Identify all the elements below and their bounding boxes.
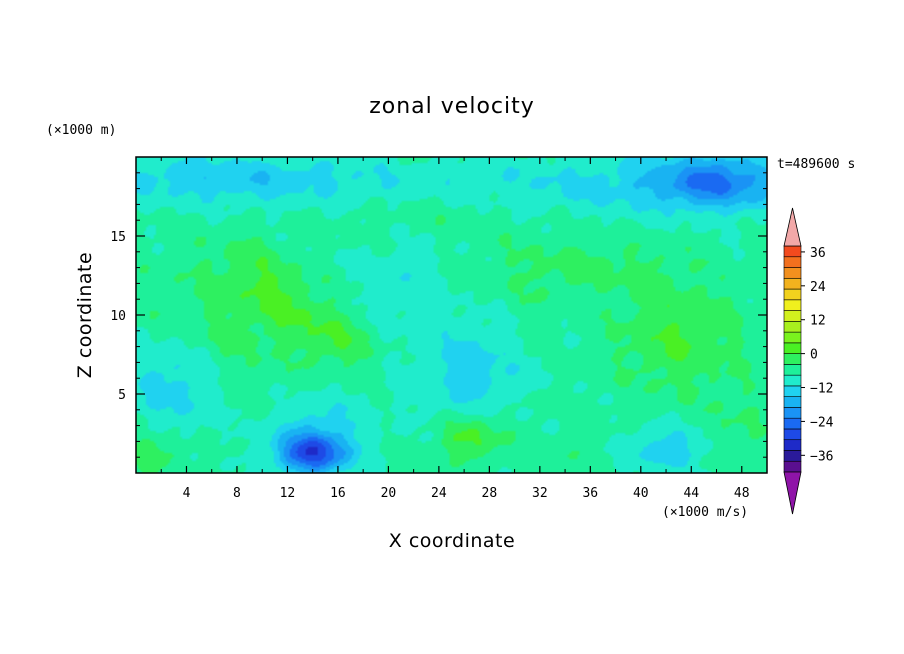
- y-tick-label: 15: [110, 230, 126, 245]
- colorbar-tick-label: 12: [810, 314, 826, 329]
- colorbar-segment: [783, 385, 802, 397]
- x-scale-note: (×1000 m/s): [662, 505, 748, 520]
- colorbar-segment: [783, 439, 802, 451]
- colorbar-segment: [783, 364, 802, 376]
- colorbar-segment: [783, 374, 802, 387]
- x-tick-label: 8: [233, 486, 241, 501]
- colorbar-segment: [783, 299, 802, 311]
- colorbar-segment: [783, 353, 802, 365]
- y-scale-note: (×1000 m): [46, 123, 116, 138]
- colorbar-segment: [783, 407, 802, 419]
- plot-area: [135, 156, 768, 474]
- colorbar-over-triangle: [783, 207, 802, 247]
- x-axis-label: X coordinate: [389, 530, 515, 552]
- colorbar: −36 −24 −12 0 12 24 36: [783, 207, 834, 515]
- colorbar-segment: [783, 267, 802, 279]
- colorbar-tick-label: 0: [810, 348, 818, 363]
- x-tick-label: 32: [532, 486, 548, 501]
- x-tick-label: 36: [582, 486, 598, 501]
- x-tick-label: 20: [381, 486, 397, 501]
- y-axis: 5 10 15: [110, 172, 767, 458]
- y-tick-label: 5: [118, 388, 126, 403]
- colorbar-under-triangle: [783, 471, 802, 515]
- colorbar-segment: [783, 331, 802, 344]
- colorbar-segment: [783, 342, 802, 354]
- colorbar-segment: [783, 277, 802, 290]
- x-tick-label: 4: [183, 486, 191, 501]
- colorbar-segment: [783, 310, 802, 322]
- colorbar-segment: [783, 396, 802, 408]
- x-axis: 4 8 12 16 20 24 28 32 36 40 44 48: [160, 157, 750, 501]
- time-label: t=489600 s: [777, 157, 855, 172]
- colorbar-segment: [783, 460, 802, 473]
- colorbar-tick-label: −36: [810, 449, 833, 464]
- x-tick-label: 40: [633, 486, 649, 501]
- colorbar-segment: [783, 450, 802, 462]
- colorbar-segment: [783, 288, 802, 301]
- x-tick-label: 44: [683, 486, 699, 501]
- x-tick-label: 48: [734, 486, 750, 501]
- x-tick-label: 12: [280, 486, 296, 501]
- colorbar-segment: [783, 428, 802, 441]
- y-axis-label: Z coordinate: [74, 252, 96, 378]
- colorbar-tick-label: −12: [810, 382, 833, 397]
- x-tick-label: 16: [330, 486, 346, 501]
- colorbar-tick-label: −24: [810, 415, 834, 430]
- y-tick-label: 10: [110, 309, 126, 324]
- colorbar-segment: [783, 245, 802, 258]
- colorbar-segment: [783, 321, 802, 333]
- colorbar-tick-label: 24: [810, 280, 826, 295]
- x-tick-label: 24: [431, 486, 447, 501]
- colorbar-segment: [783, 256, 802, 268]
- chart-title: zonal velocity: [369, 94, 535, 119]
- colorbar-segment: [783, 417, 802, 430]
- velocity-field: [136, 157, 767, 473]
- colorbar-tick-label: 36: [810, 246, 826, 261]
- x-tick-label: 28: [482, 486, 498, 501]
